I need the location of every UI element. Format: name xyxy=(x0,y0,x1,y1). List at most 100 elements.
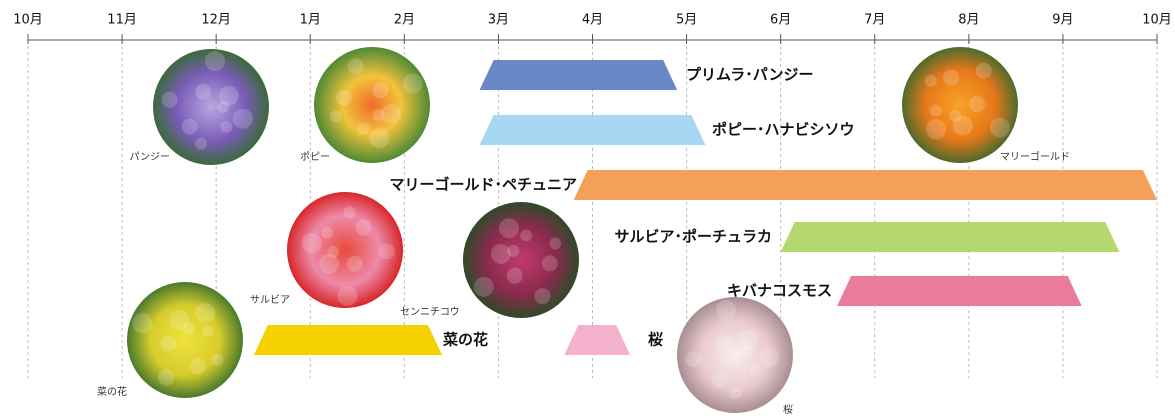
x-tick-label: 10月 xyxy=(1142,13,1172,28)
photo-detail xyxy=(189,358,206,375)
x-tick-label: 1月 xyxy=(300,13,321,28)
flower-photo xyxy=(902,47,1018,163)
photo-detail xyxy=(182,322,195,335)
photo-detail xyxy=(335,89,352,106)
photo-detail xyxy=(337,285,358,306)
flower-photo xyxy=(463,202,579,318)
photo-detail xyxy=(729,386,742,399)
photo-detail xyxy=(490,243,511,264)
flower-photo xyxy=(287,192,403,308)
photo-detail xyxy=(319,253,340,274)
photo-detail xyxy=(716,299,737,320)
photo-detail xyxy=(715,334,732,351)
photo-detail xyxy=(402,73,423,94)
photo-detail xyxy=(218,85,239,106)
bloom-bar xyxy=(573,170,1157,200)
photo-caption: サルビア xyxy=(250,294,290,306)
bloom-bar xyxy=(253,325,442,355)
photo-detail xyxy=(711,371,728,388)
photo-detail xyxy=(929,104,942,117)
photo-detail xyxy=(498,218,519,239)
photo-detail xyxy=(217,101,229,113)
photo-detail xyxy=(952,115,973,136)
photo-detail xyxy=(347,58,364,75)
photo-caption: パンジー xyxy=(130,151,171,163)
bloom-bar xyxy=(564,325,631,355)
photo-caption: マリーゴールド xyxy=(1000,150,1070,163)
photo-detail xyxy=(520,229,533,242)
photo-detail xyxy=(372,82,389,99)
photo-detail xyxy=(949,109,962,122)
x-tick-label: 12月 xyxy=(201,13,231,28)
photo-detail xyxy=(158,369,175,386)
x-tick-label: 7月 xyxy=(864,13,885,28)
photo-detail xyxy=(473,276,494,297)
photo-detail xyxy=(926,119,947,140)
photo-detail xyxy=(205,51,226,72)
photo-detail xyxy=(161,91,178,108)
photo-detail xyxy=(202,325,215,338)
photo-detail xyxy=(372,109,385,122)
photo-detail xyxy=(343,206,356,219)
flower-photo xyxy=(127,282,243,398)
bar-label: 桜 xyxy=(648,331,663,349)
photo-detail xyxy=(329,110,342,123)
bar-label: キバナコスモス xyxy=(727,282,832,300)
photo-detail xyxy=(989,117,1010,138)
photo-detail xyxy=(220,120,233,133)
bar-label: プリムラ･パンジー xyxy=(686,66,814,84)
photo-caption: ポピー xyxy=(300,151,330,163)
photo-detail xyxy=(968,96,985,113)
bar-label: ポピー･ハナビシソウ xyxy=(712,121,855,139)
x-tick-label: 11月 xyxy=(107,13,137,28)
photo-detail xyxy=(181,118,198,135)
photo-caption: センニチコウ xyxy=(400,306,460,318)
photo-detail xyxy=(924,74,937,87)
bloom-bar xyxy=(780,222,1120,252)
photo-detail xyxy=(507,244,520,257)
photo-detail xyxy=(160,335,177,352)
bloom-bar xyxy=(479,60,678,90)
photo-detail xyxy=(355,219,372,236)
x-tick-label: 3月 xyxy=(488,13,509,28)
photo-detail xyxy=(738,329,759,350)
photo-detail xyxy=(549,237,562,250)
x-tick-label: 6月 xyxy=(770,13,791,28)
photo-detail xyxy=(301,232,322,253)
x-tick-label: 8月 xyxy=(958,13,979,28)
photo-detail xyxy=(381,103,402,124)
bloom-bar xyxy=(479,115,706,145)
photo-detail xyxy=(169,309,190,330)
photo-detail xyxy=(378,243,395,260)
photo-detail xyxy=(758,347,779,368)
bloom-bar xyxy=(837,276,1082,306)
x-tick-label: 5月 xyxy=(676,13,697,28)
bar-label: マリーゴールド･ペチュニア xyxy=(389,176,577,194)
photo-detail xyxy=(740,345,753,358)
photo-detail xyxy=(357,122,370,135)
x-tick-label: 10月 xyxy=(13,13,43,28)
flower-photo xyxy=(153,49,269,165)
photo-detail xyxy=(195,302,216,323)
bar-label: サルビア･ポーチュラカ xyxy=(614,228,772,246)
flower-photo xyxy=(314,47,430,163)
flower-photo xyxy=(677,297,793,413)
x-tick-label: 4月 xyxy=(582,13,603,28)
photo-detail xyxy=(506,267,523,284)
photo-detail xyxy=(975,62,992,79)
photo-detail xyxy=(195,83,212,100)
photo-detail xyxy=(749,363,762,376)
photo-detail xyxy=(534,288,551,305)
x-tick-label: 2月 xyxy=(394,13,415,28)
photo-detail xyxy=(321,226,334,239)
photo-detail xyxy=(346,255,363,272)
photo-detail xyxy=(195,137,208,150)
photo-detail xyxy=(685,351,702,368)
x-tick-label: 9月 xyxy=(1052,13,1073,28)
photo-detail xyxy=(211,353,224,366)
photo-detail xyxy=(541,255,558,272)
photo-caption: 桜 xyxy=(783,403,793,416)
photo-detail xyxy=(327,245,340,258)
bar-label: 菜の花 xyxy=(442,331,488,349)
